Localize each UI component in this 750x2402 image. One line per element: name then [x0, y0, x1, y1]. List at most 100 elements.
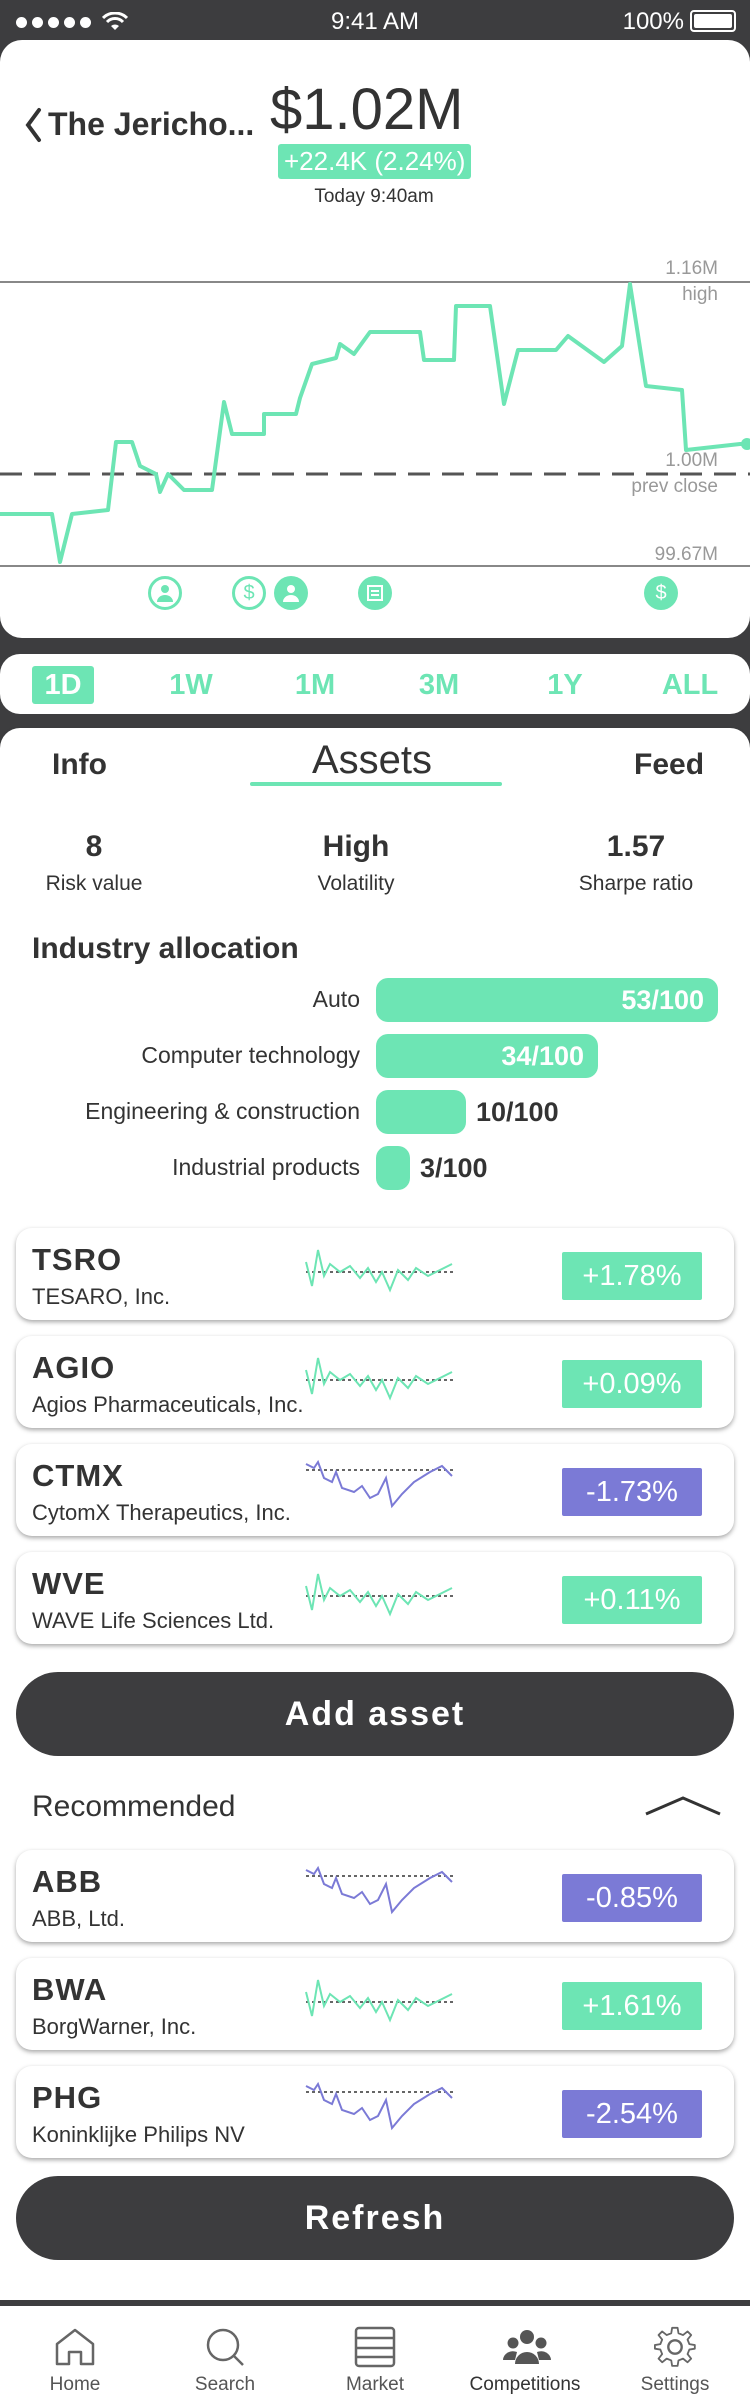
asset-ticker: BWA — [32, 1972, 108, 2007]
tab-feed[interactable]: Feed — [634, 748, 705, 781]
asset-ticker: WVE — [32, 1566, 106, 1601]
industry-score-bar — [376, 1090, 466, 1134]
asset-card-wve[interactable]: WVE WAVE Life Sciences Ltd. +0.11% — [16, 1552, 734, 1644]
stat-value: High — [322, 830, 390, 863]
portfolio-change-badge: +22.4K (2.24%) — [278, 144, 472, 179]
asset-card-phg[interactable]: PHG Koninklijke Philips NV -2.54% — [16, 2066, 734, 2158]
user-solid-icon[interactable] — [274, 576, 308, 610]
home-icon — [55, 2328, 95, 2366]
prev-close-label: prev close — [631, 476, 718, 497]
settings-gear-icon — [654, 2326, 696, 2367]
high-value: 1.16M — [665, 258, 718, 279]
industry-score-bar — [376, 978, 718, 1022]
nav-competitions[interactable]: Competitions — [450, 2306, 600, 2402]
asset-ticker: CTMX — [32, 1458, 124, 1493]
refresh-button[interactable]: Refresh — [16, 2176, 734, 2260]
price-line — [0, 282, 750, 564]
wifi-icon — [102, 12, 128, 30]
asset-change-badge: -1.73% — [562, 1468, 702, 1516]
industry-row: Industrial products 3/100 — [0, 1146, 750, 1190]
price-chart[interactable]: 1.16M high 1.00M prev close 99.67M — [0, 210, 750, 570]
industry-score: 34/100 — [501, 1041, 584, 1071]
nav-search[interactable]: Search — [150, 2306, 300, 2402]
search-icon — [206, 2328, 244, 2366]
asset-ticker: PHG — [32, 2080, 103, 2115]
asset-company-name: TESARO, Inc. — [32, 1284, 171, 1309]
chevron-left-icon — [25, 107, 41, 142]
nav-label: Competitions — [469, 2374, 581, 2395]
sparkline-chart — [305, 1865, 454, 1915]
signal-strength-icon — [16, 12, 128, 32]
sparkline-chart — [305, 2081, 454, 2131]
asset-company-name: BorgWarner, Inc. — [32, 2014, 197, 2039]
asset-card-ctmx[interactable]: CTMX CytomX Therapeutics, Inc. -1.73% — [16, 1444, 734, 1536]
asset-change-badge: -2.54% — [562, 2090, 702, 2138]
asset-ticker: TSRO — [32, 1242, 123, 1277]
nav-label: Market — [345, 2374, 405, 2395]
asset-card-agio[interactable]: AGIO Agios Pharmaceuticals, Inc. +0.09% — [16, 1336, 734, 1428]
status-bar: 9:41 AM 100% — [0, 0, 750, 44]
asset-change-badge: +0.09% — [562, 1360, 702, 1408]
asset-company-name: Koninklijke Philips NV — [32, 2122, 245, 2147]
price-timestamp: Today 9:40am — [314, 186, 434, 207]
asset-ticker: ABB — [32, 1864, 103, 1899]
industry-score: 3/100 — [420, 1153, 488, 1183]
industry-label: Engineering & construction — [85, 1098, 360, 1124]
stat-label: Volatility — [317, 872, 395, 895]
portfolio-summary-card: The Jericho... $1.02M +22.4K (2.24%) Tod… — [0, 40, 750, 638]
stat-volatility: High Volatility — [296, 830, 416, 896]
high-label: high — [682, 284, 718, 305]
timeframe-1w[interactable]: 1W — [169, 669, 213, 701]
back-button[interactable]: The Jericho... — [24, 106, 254, 143]
sparkline-chart — [305, 1249, 454, 1293]
nav-market[interactable]: Market — [300, 2306, 450, 2402]
chevron-up-icon[interactable] — [644, 1794, 722, 1818]
dollar-circle-icon[interactable]: $ — [232, 576, 266, 610]
add-asset-button[interactable]: Add asset — [16, 1672, 734, 1756]
asset-card-bwa[interactable]: BWA BorgWarner, Inc. +1.61% — [16, 1958, 734, 2050]
stat-label: Risk value — [45, 872, 143, 895]
timeframe-1y[interactable]: 1Y — [547, 669, 583, 701]
asset-card-tsro[interactable]: TSRO TESARO, Inc. +1.78% — [16, 1228, 734, 1320]
recommended-title: Recommended — [32, 1790, 236, 1823]
battery-icon — [690, 10, 736, 32]
industry-score: 53/100 — [621, 985, 704, 1015]
status-time: 9:41 AM — [330, 8, 420, 35]
industry-row: Computer technology 34/100 — [0, 1034, 750, 1078]
stat-value: 8 — [85, 830, 103, 863]
stat-label: Sharpe ratio — [578, 872, 694, 895]
dollar-solid-icon[interactable]: $ — [644, 576, 678, 610]
asset-company-name: Agios Pharmaceuticals, Inc. — [32, 1392, 304, 1417]
timeframe-all[interactable]: ALL — [661, 669, 719, 701]
low-value: 99.67M — [655, 544, 718, 565]
industry-score-bar — [376, 1146, 410, 1190]
portfolio-name: The Jericho... — [48, 106, 255, 142]
nav-label: Search — [194, 2374, 256, 2395]
asset-company-name: ABB, Ltd. — [32, 1906, 125, 1931]
nav-settings[interactable]: Settings — [600, 2306, 750, 2402]
industry-label: Computer technology — [141, 1042, 360, 1068]
asset-company-name: WAVE Life Sciences Ltd. — [32, 1608, 275, 1633]
news-icon[interactable] — [358, 576, 392, 610]
market-icon — [354, 2326, 396, 2368]
tab-info[interactable]: Info — [52, 748, 107, 781]
tab-assets[interactable]: Assets — [312, 738, 433, 782]
sparkline-chart — [305, 1979, 454, 2023]
timeframe-3m[interactable]: 3M — [418, 669, 460, 701]
chart-events: $ $ — [0, 576, 750, 612]
asset-card-abb[interactable]: ABB ABB, Ltd. -0.85% — [16, 1850, 734, 1942]
nav-home[interactable]: Home — [0, 2306, 150, 2402]
sparkline-chart — [305, 1357, 454, 1401]
sparkline-chart — [305, 1459, 454, 1509]
bottom-navigation: Home Search Market Competitions — [0, 2306, 750, 2402]
asset-ticker: AGIO — [32, 1350, 116, 1385]
competitions-icon — [503, 2330, 551, 2364]
industry-row: Engineering & construction 10/100 — [0, 1090, 750, 1134]
industry-row: Auto 53/100 — [0, 978, 750, 1022]
user-circle-icon[interactable] — [148, 576, 182, 610]
timeframe-1m[interactable]: 1M — [294, 669, 336, 701]
asset-company-name: CytomX Therapeutics, Inc. — [32, 1500, 291, 1525]
portfolio-value: $1.02M — [270, 77, 464, 142]
timeframe-1d[interactable]: 1D — [32, 666, 94, 704]
industry-score: 10/100 — [476, 1097, 559, 1127]
